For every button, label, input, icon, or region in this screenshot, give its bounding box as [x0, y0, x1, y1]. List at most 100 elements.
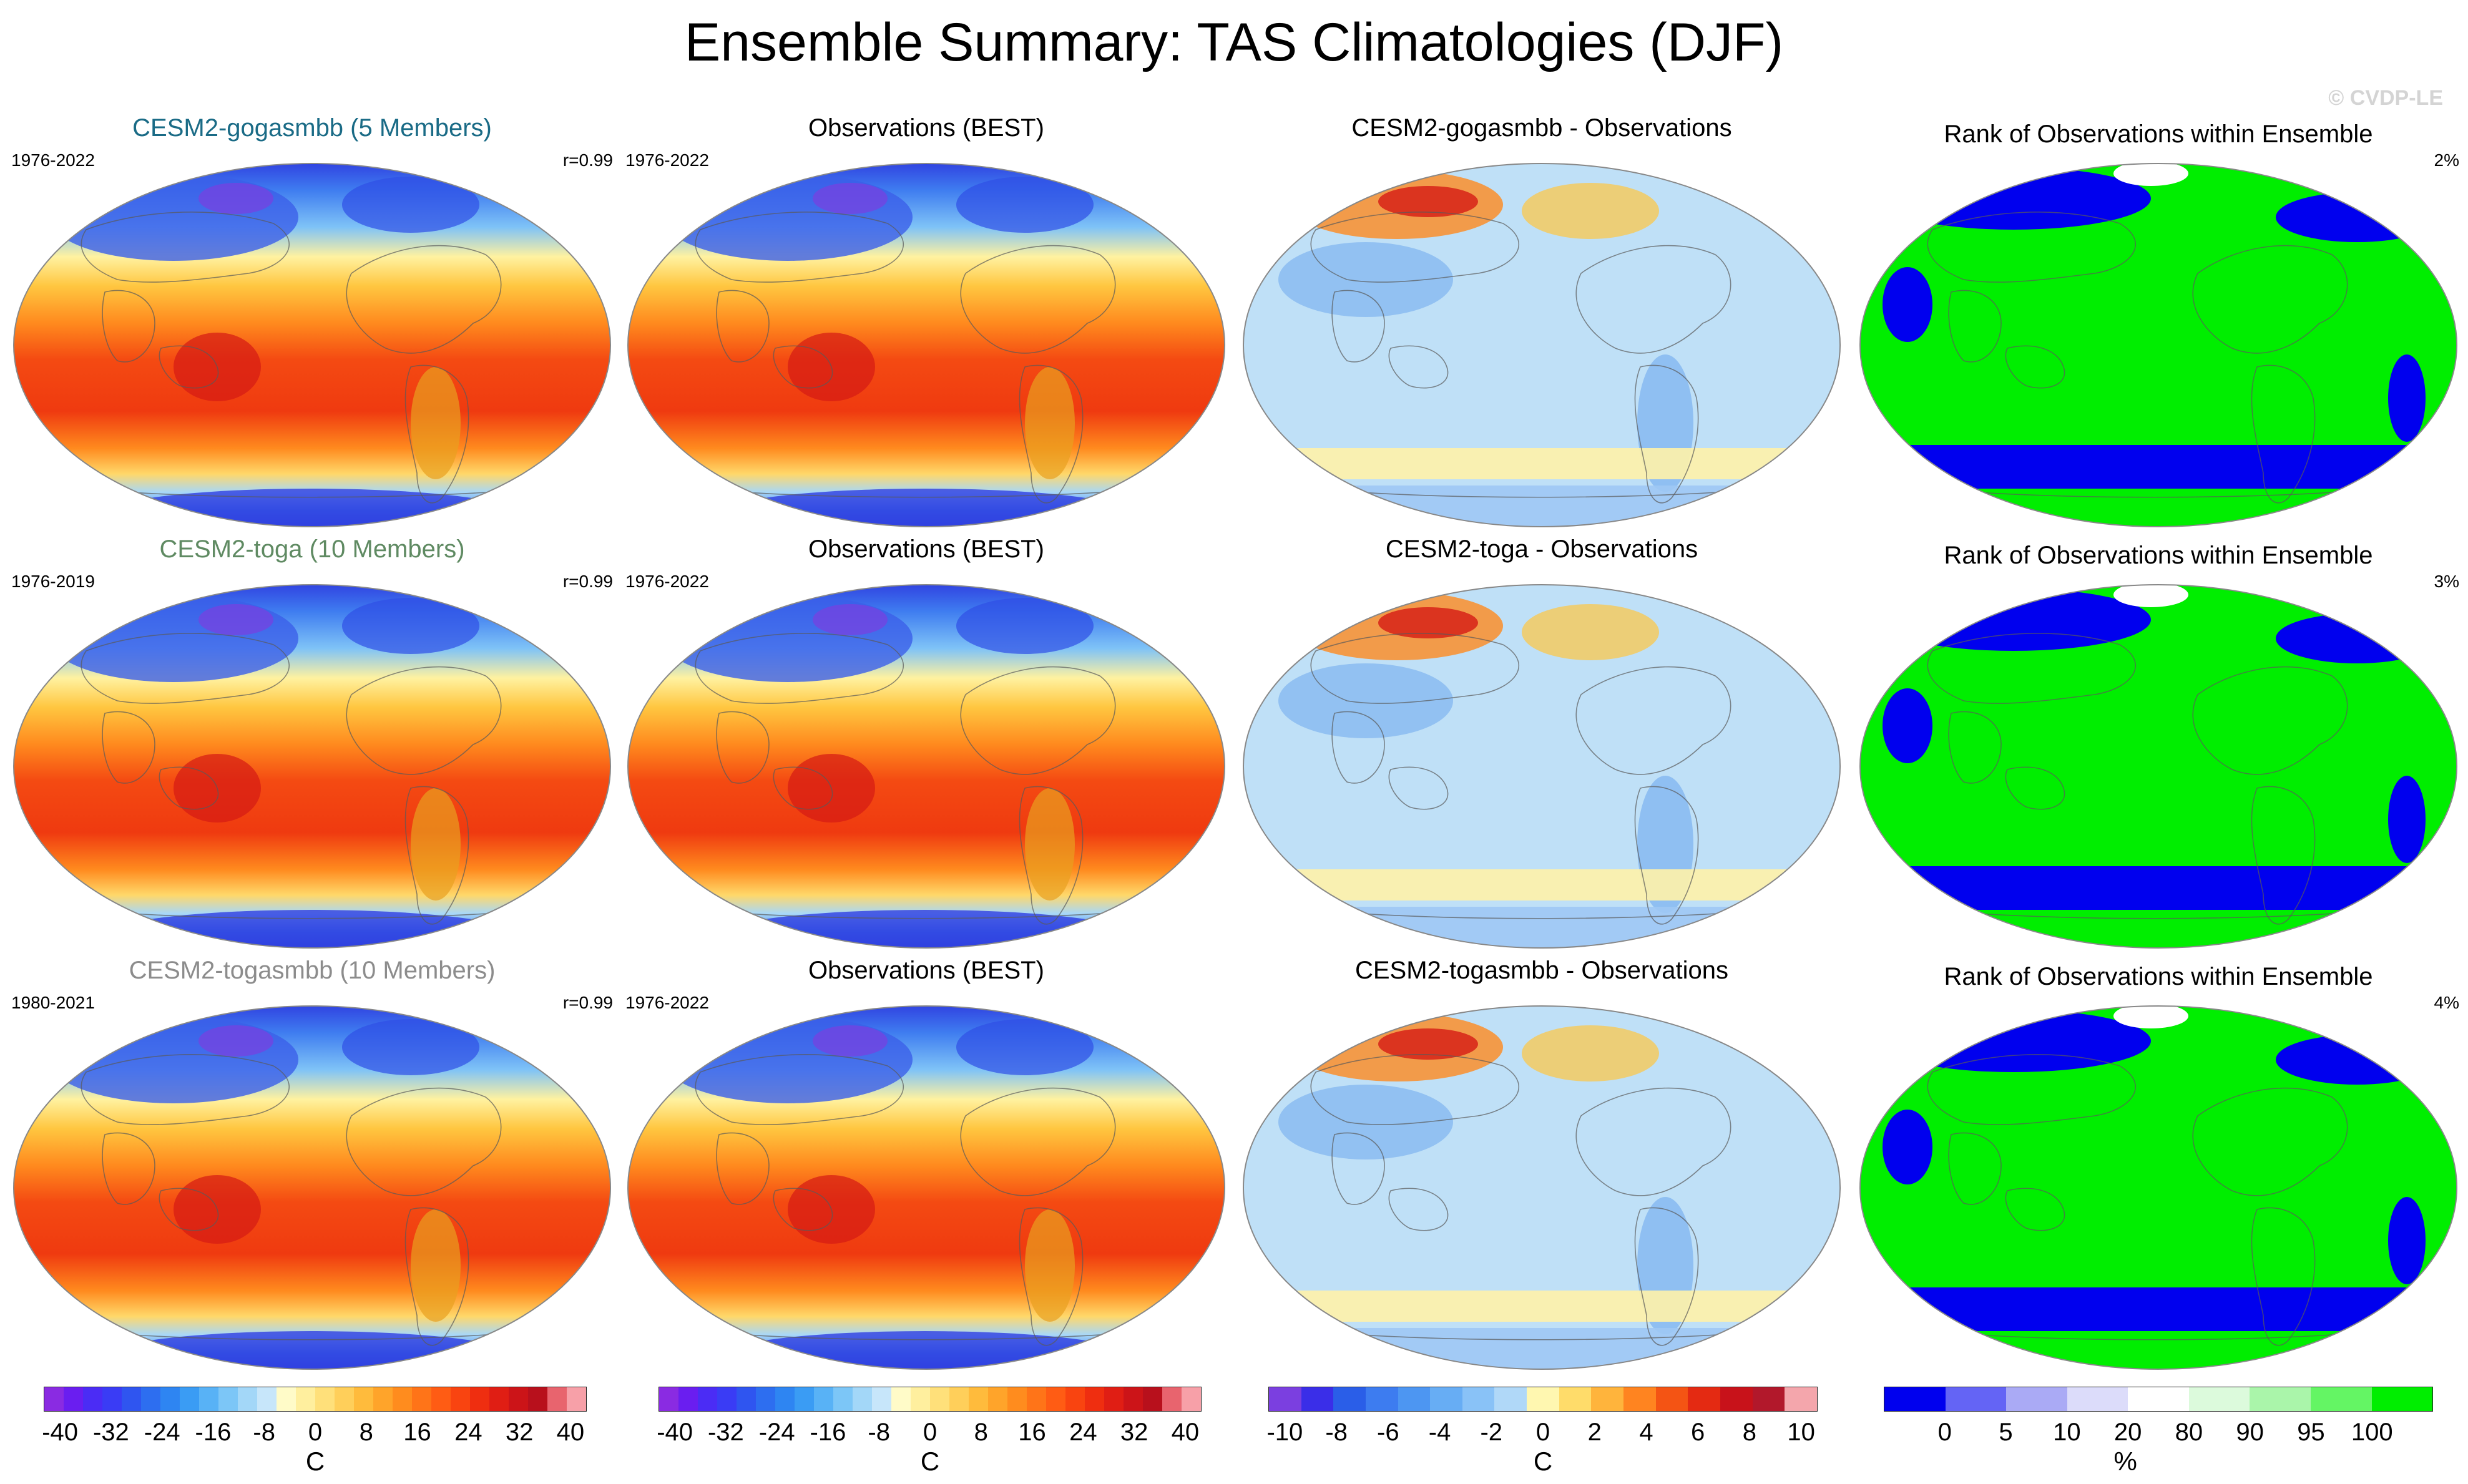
rank-percent-label: 4% — [2434, 993, 2459, 1012]
model-panel-title: CESM2-togasmbb (10 Members) — [129, 957, 496, 984]
colorbar-swatch — [930, 1387, 949, 1411]
colorbar-swatch — [470, 1387, 489, 1411]
rank-map — [1859, 163, 2457, 527]
colorbar-tick-label: 0 — [1535, 1418, 1550, 1446]
colorbar-swatch — [238, 1387, 257, 1411]
colorbar-swatch — [1720, 1387, 1753, 1411]
colorbar-swatch — [891, 1387, 911, 1411]
colorbar-tick-label: 20 — [2113, 1418, 2142, 1446]
colorbar-swatch — [257, 1387, 277, 1411]
rank-panel-title: Rank of Observations within Ensemble — [1944, 542, 2373, 569]
obs-panel-title: Observations (BEST) — [808, 957, 1044, 984]
colorbar-swatch — [509, 1387, 528, 1411]
colorbar-tick-label: -8 — [253, 1418, 276, 1446]
colorbar-swatch — [199, 1387, 218, 1411]
colorbar-tas — [44, 1387, 587, 1412]
colorbar-tick-label: 2 — [1587, 1418, 1602, 1446]
colorbar-swatch — [296, 1387, 315, 1411]
colorbar-tick-label: -40 — [657, 1418, 693, 1446]
rank-panel-title: Rank of Observations within Ensemble — [1944, 963, 2373, 990]
colorbar-swatch — [1752, 1387, 1785, 1411]
colorbar-swatch — [547, 1387, 567, 1411]
colorbar-swatch — [1884, 1387, 1946, 1411]
colorbar-tick-label: 32 — [505, 1418, 534, 1446]
colorbar-tick-label: 10 — [1787, 1418, 1815, 1446]
model-years-label: 1980-2021 — [11, 993, 95, 1012]
colorbar-swatch — [2310, 1387, 2372, 1411]
model-map — [13, 584, 611, 949]
colorbar-swatch — [1007, 1387, 1027, 1411]
model-panel-title: CESM2-gogasmbb (5 Members) — [132, 114, 492, 142]
obs-panel-title: Observations (BEST) — [808, 535, 1044, 563]
diff-panel-title: CESM2-togasmbb - Observations — [1354, 957, 1728, 984]
colorbar-swatch — [2067, 1387, 2128, 1411]
colorbar-tick-label: 90 — [2236, 1418, 2264, 1446]
colorbar-swatch — [1046, 1387, 1065, 1411]
diff-map — [1243, 1005, 1841, 1370]
obs-years-label: 1976-2022 — [625, 572, 709, 591]
colorbar-tick-label: -8 — [1325, 1418, 1348, 1446]
colorbar-swatch — [1269, 1387, 1301, 1411]
obs-panel-title: Observations (BEST) — [808, 114, 1044, 142]
model-years-label: 1976-2019 — [11, 572, 95, 591]
colorbar-swatch — [756, 1387, 775, 1411]
colorbar-swatch — [354, 1387, 373, 1411]
colorbar-tick-label: 32 — [1120, 1418, 1148, 1446]
pattern-correlation-label: r=0.99 — [562, 993, 613, 1012]
colorbar-swatch — [1494, 1387, 1527, 1411]
diff-map — [1243, 163, 1841, 527]
colorbar-swatch — [1085, 1387, 1104, 1411]
colorbar-unit-label: % — [2113, 1447, 2137, 1476]
diff-panel-title: CESM2-toga - Observations — [1385, 535, 1698, 563]
colorbar-tick-label: 16 — [403, 1418, 431, 1446]
colorbar-swatch — [2006, 1387, 2067, 1411]
colorbar-swatch — [795, 1387, 814, 1411]
obs-map — [627, 163, 1225, 527]
model-years-label: 1976-2022 — [11, 150, 95, 170]
colorbar-swatch — [1398, 1387, 1431, 1411]
colorbar-swatch — [659, 1387, 678, 1411]
colorbar-swatch — [1430, 1387, 1462, 1411]
colorbar-tick-label: 100 — [2351, 1418, 2393, 1446]
rank-map — [1859, 584, 2457, 949]
colorbar-swatch — [1945, 1387, 2007, 1411]
model-map — [13, 163, 611, 527]
colorbar-swatch — [814, 1387, 833, 1411]
colorbar-tick-label: 10 — [2053, 1418, 2081, 1446]
colorbar-swatch — [988, 1387, 1007, 1411]
colorbar-tick-label: -24 — [144, 1418, 180, 1446]
colorbar-swatch — [528, 1387, 547, 1411]
colorbar-tick-label: 8 — [1742, 1418, 1756, 1446]
rank-percent-label: 2% — [2434, 150, 2459, 170]
colorbar-swatch — [775, 1387, 795, 1411]
colorbar-tick-label: -2 — [1480, 1418, 1503, 1446]
pattern-correlation-label: r=0.99 — [562, 572, 613, 591]
colorbar-swatch — [160, 1387, 180, 1411]
colorbar-tick-label: 4 — [1639, 1418, 1653, 1446]
colorbar-swatch — [833, 1387, 853, 1411]
colorbar-swatch — [1301, 1387, 1334, 1411]
colorbar-tick-label: -4 — [1428, 1418, 1451, 1446]
colorbar-tick-label: 8 — [974, 1418, 988, 1446]
colorbar-swatch — [1462, 1387, 1495, 1411]
colorbar-tick-label: 5 — [1999, 1418, 2013, 1446]
colorbar-swatch — [2371, 1387, 2433, 1411]
colorbar-tick-label: 0 — [1937, 1418, 1952, 1446]
colorbar-swatch — [1333, 1387, 1366, 1411]
colorbar-swatch — [277, 1387, 296, 1411]
colorbar-swatch — [315, 1387, 335, 1411]
colorbar-tick-label: 8 — [359, 1418, 373, 1446]
colorbar-swatch — [218, 1387, 238, 1411]
colorbar-swatch — [678, 1387, 698, 1411]
obs-years-label: 1976-2022 — [625, 993, 709, 1012]
colorbar-tick-label: -24 — [758, 1418, 795, 1446]
diff-panel-title: CESM2-gogasmbb - Observations — [1351, 114, 1732, 142]
colorbar-swatch — [1065, 1387, 1085, 1411]
colorbar-swatch — [853, 1387, 872, 1411]
colorbar-swatch — [122, 1387, 141, 1411]
colorbar-swatch — [1162, 1387, 1182, 1411]
colorbar-tick-label: -6 — [1377, 1418, 1399, 1446]
colorbar-tick-label: 0 — [308, 1418, 323, 1446]
colorbar-swatch — [102, 1387, 122, 1411]
colorbar-swatch — [1124, 1387, 1143, 1411]
